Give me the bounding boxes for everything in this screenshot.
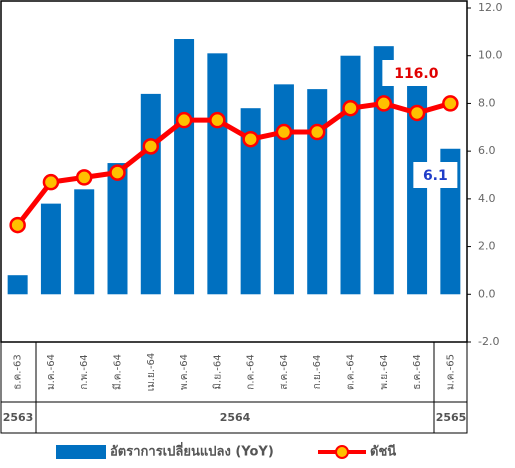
y-tick-label: 10.0 [478,49,503,62]
line-marker [42,173,60,191]
x-tick-label: ธ.ค.-63 [13,354,24,389]
bar [74,189,95,295]
data-label-box [413,162,458,188]
legend-marker [335,445,349,459]
bar [140,93,161,295]
y-tick-label: 0.0 [478,287,496,300]
plot-frame [0,0,468,343]
axis-frame [0,341,468,434]
data-label: 116.0 [394,66,439,82]
year-label: 2564 [220,411,251,424]
bar [407,84,428,295]
bar [40,203,61,295]
x-tick-label: มี.ค.-64 [112,354,124,390]
line-marker [109,164,126,181]
line-marker [9,216,26,234]
line-marker [142,138,160,155]
data-label-box [382,60,451,86]
line-marker [308,123,326,141]
x-tick-label: พ.ย.-64 [379,354,390,389]
line-marker [442,95,459,112]
year-label: 2563 [3,411,34,424]
x-tick-label: ก.พ.-64 [79,354,90,389]
y-tick-label: 4.0 [478,192,496,205]
x-tick-label: พ.ค.-64 [179,354,190,390]
legend-swatch [56,445,106,459]
line-marker [275,123,293,141]
x-tick-label: ม.ค.-64 [46,354,57,390]
bar [307,89,328,295]
line-marker [175,111,193,129]
line-marker [342,99,359,117]
y-tick-label: 2.0 [478,240,496,253]
x-tick-label: เม.ย.-64 [146,353,157,392]
y-tick-label: 12.0 [478,1,503,14]
y-tick-label: 6.0 [478,144,496,157]
bar [174,39,195,295]
line-marker [375,95,393,112]
line-marker [75,169,93,186]
bar [273,84,294,295]
x-tick-label: มิ.ย.-64 [212,354,223,389]
x-tick-label: ก.ย.-64 [312,355,323,390]
data-label: 6.1 [423,168,448,184]
bar [340,55,361,295]
y-tick-label: -2.0 [478,335,499,348]
y-tick-label: 8.0 [478,96,496,109]
bar [207,53,228,295]
legend-label: อัตราการเปลี่ยนแปลง (YoY) [110,442,274,460]
x-tick-label: ธ.ค.-64 [412,354,423,389]
year-label: 2565 [436,411,467,424]
x-tick-label: ส.ค.-64 [279,354,290,389]
legend-label: ดัชนี [370,444,396,460]
x-tick-label: ก.ค.-64 [246,354,257,389]
bar [240,108,261,295]
line-marker [242,130,259,148]
bar [107,163,128,295]
bar [7,275,28,295]
x-tick-label: ม.ค.-65 [445,354,456,390]
line-marker [408,104,426,122]
x-tick-label: ต.ค.-64 [346,354,357,390]
line-marker [209,111,226,129]
